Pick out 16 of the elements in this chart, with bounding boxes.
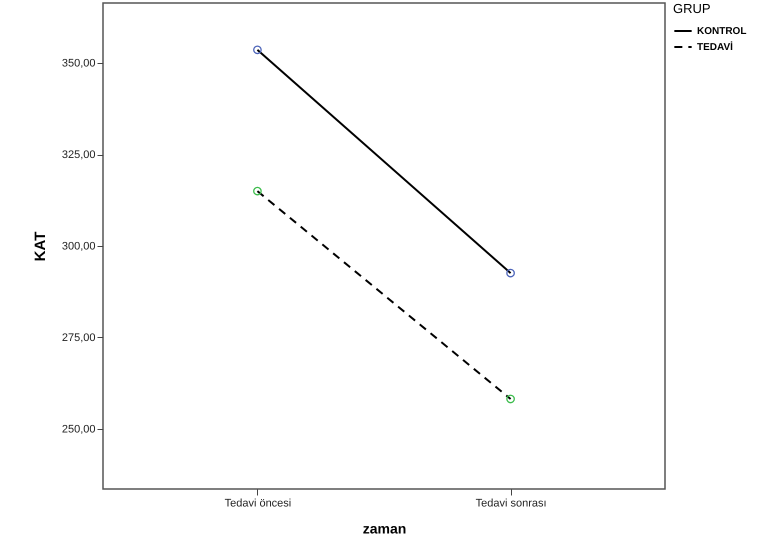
y-tick-label: 275,00 [62, 332, 96, 344]
y-tick-label: 325,00 [62, 149, 96, 162]
point [506, 394, 515, 404]
x-axis-title: zaman [362, 520, 406, 536]
point [253, 45, 262, 54]
x-tick-label: Tedavi sonrası [476, 498, 547, 510]
y-tick-label: 350,00 [62, 58, 96, 70]
y-tick-label: 300,00 [62, 240, 96, 252]
x-tick-label: Tedavi öncesi [224, 498, 292, 510]
y-axis-title: KAT [32, 232, 49, 262]
legend-label: KONTROL [697, 26, 746, 37]
legend-title: GRUP [673, 1, 711, 16]
point [253, 186, 262, 196]
y-tick-label: 250,00 [62, 423, 96, 436]
legend-label: TEDAVİ [697, 41, 734, 53]
point [506, 268, 515, 278]
